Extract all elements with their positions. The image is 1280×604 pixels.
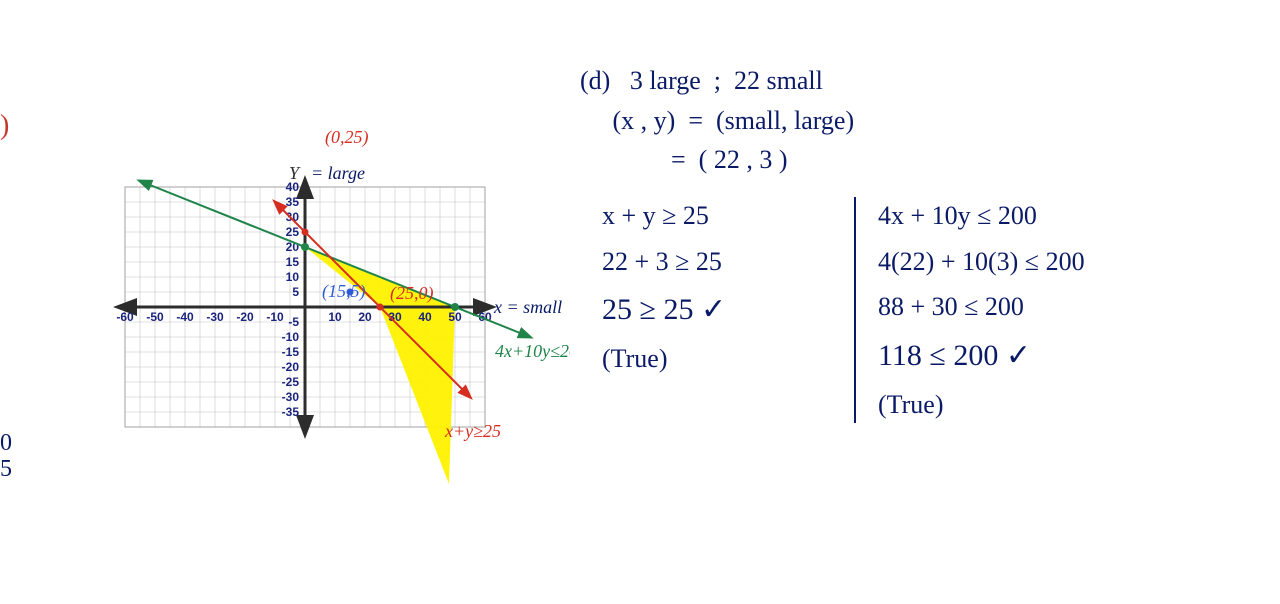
left-result: 25 ≥ 25 ✓ [602,288,832,332]
handwritten-notes: (d) 3 large ; 22 small (x , y) = (small,… [580,60,1260,580]
svg-text:x = small: x = small [493,297,562,317]
svg-text:10: 10 [286,270,300,284]
svg-text:(15,5): (15,5) [322,281,366,302]
left-sub: 22 + 3 ≥ 25 [602,243,832,281]
svg-text:-50: -50 [146,310,164,324]
svg-text:4x+10y≤200: 4x+10y≤200 [495,341,570,361]
note-line-d: (d) 3 large ; 22 small [580,62,1260,100]
right-ineq: 4x + 10y ≤ 200 [878,197,1085,235]
svg-text:20: 20 [358,310,372,324]
svg-text:-40: -40 [176,310,194,324]
right-add: 88 + 30 ≤ 200 [878,288,1085,326]
svg-text:35: 35 [286,195,300,209]
edge-num-top: 0 [0,430,12,456]
left-column: x + y ≥ 25 22 + 3 ≥ 25 25 ≥ 25 ✓ (True) [580,197,856,423]
note-line-xy-val: = ( 22 , 3 ) [580,141,1260,179]
svg-text:25: 25 [286,225,300,239]
note-line-xy-def: (x , y) = (small, large) [580,102,1260,140]
svg-text:-25: -25 [282,375,300,389]
svg-text:-10: -10 [282,330,300,344]
svg-text:-5: -5 [288,315,299,329]
edge-left-fragment: 0 5 [0,430,12,483]
svg-text:-30: -30 [206,310,224,324]
right-sub: 4(22) + 10(3) ≤ 200 [878,243,1085,281]
svg-text:-10: -10 [266,310,284,324]
svg-text:x+y≥25: x+y≥25 [444,421,501,441]
left-true: (True) [602,340,832,378]
svg-text:(25,0): (25,0) [390,283,434,304]
svg-text:-35: -35 [282,405,300,419]
svg-text:50: 50 [448,310,462,324]
graph-container: -60-50-40-30-20-10102030405060-35-30-25-… [50,25,570,585]
work-columns: x + y ≥ 25 22 + 3 ≥ 25 25 ≥ 25 ✓ (True) … [580,197,1260,423]
edge-red-paren: ) [0,110,9,142]
svg-text:-30: -30 [282,390,300,404]
svg-text:= large: = large [311,163,365,183]
svg-text:40: 40 [418,310,432,324]
svg-text:5: 5 [292,285,299,299]
right-column: 4x + 10y ≤ 200 4(22) + 10(3) ≤ 200 88 + … [856,197,1107,423]
svg-text:-60: -60 [116,310,134,324]
svg-text:10: 10 [328,310,342,324]
svg-text:15: 15 [286,255,300,269]
stage: ) 0 5 -60-50-40-30-20-10102030405060-35-… [0,0,1280,604]
svg-text:Y: Y [289,163,301,183]
graph-svg: -60-50-40-30-20-10102030405060-35-30-25-… [50,25,570,585]
right-result: 118 ≤ 200 ✓ [878,334,1085,378]
svg-text:-20: -20 [236,310,254,324]
svg-text:(0,25): (0,25) [325,127,369,148]
right-true: (True) [878,386,1085,424]
svg-text:-15: -15 [282,345,300,359]
left-ineq: x + y ≥ 25 [602,197,832,235]
svg-text:30: 30 [286,210,300,224]
svg-text:-20: -20 [282,360,300,374]
edge-num-bot: 5 [0,456,12,482]
